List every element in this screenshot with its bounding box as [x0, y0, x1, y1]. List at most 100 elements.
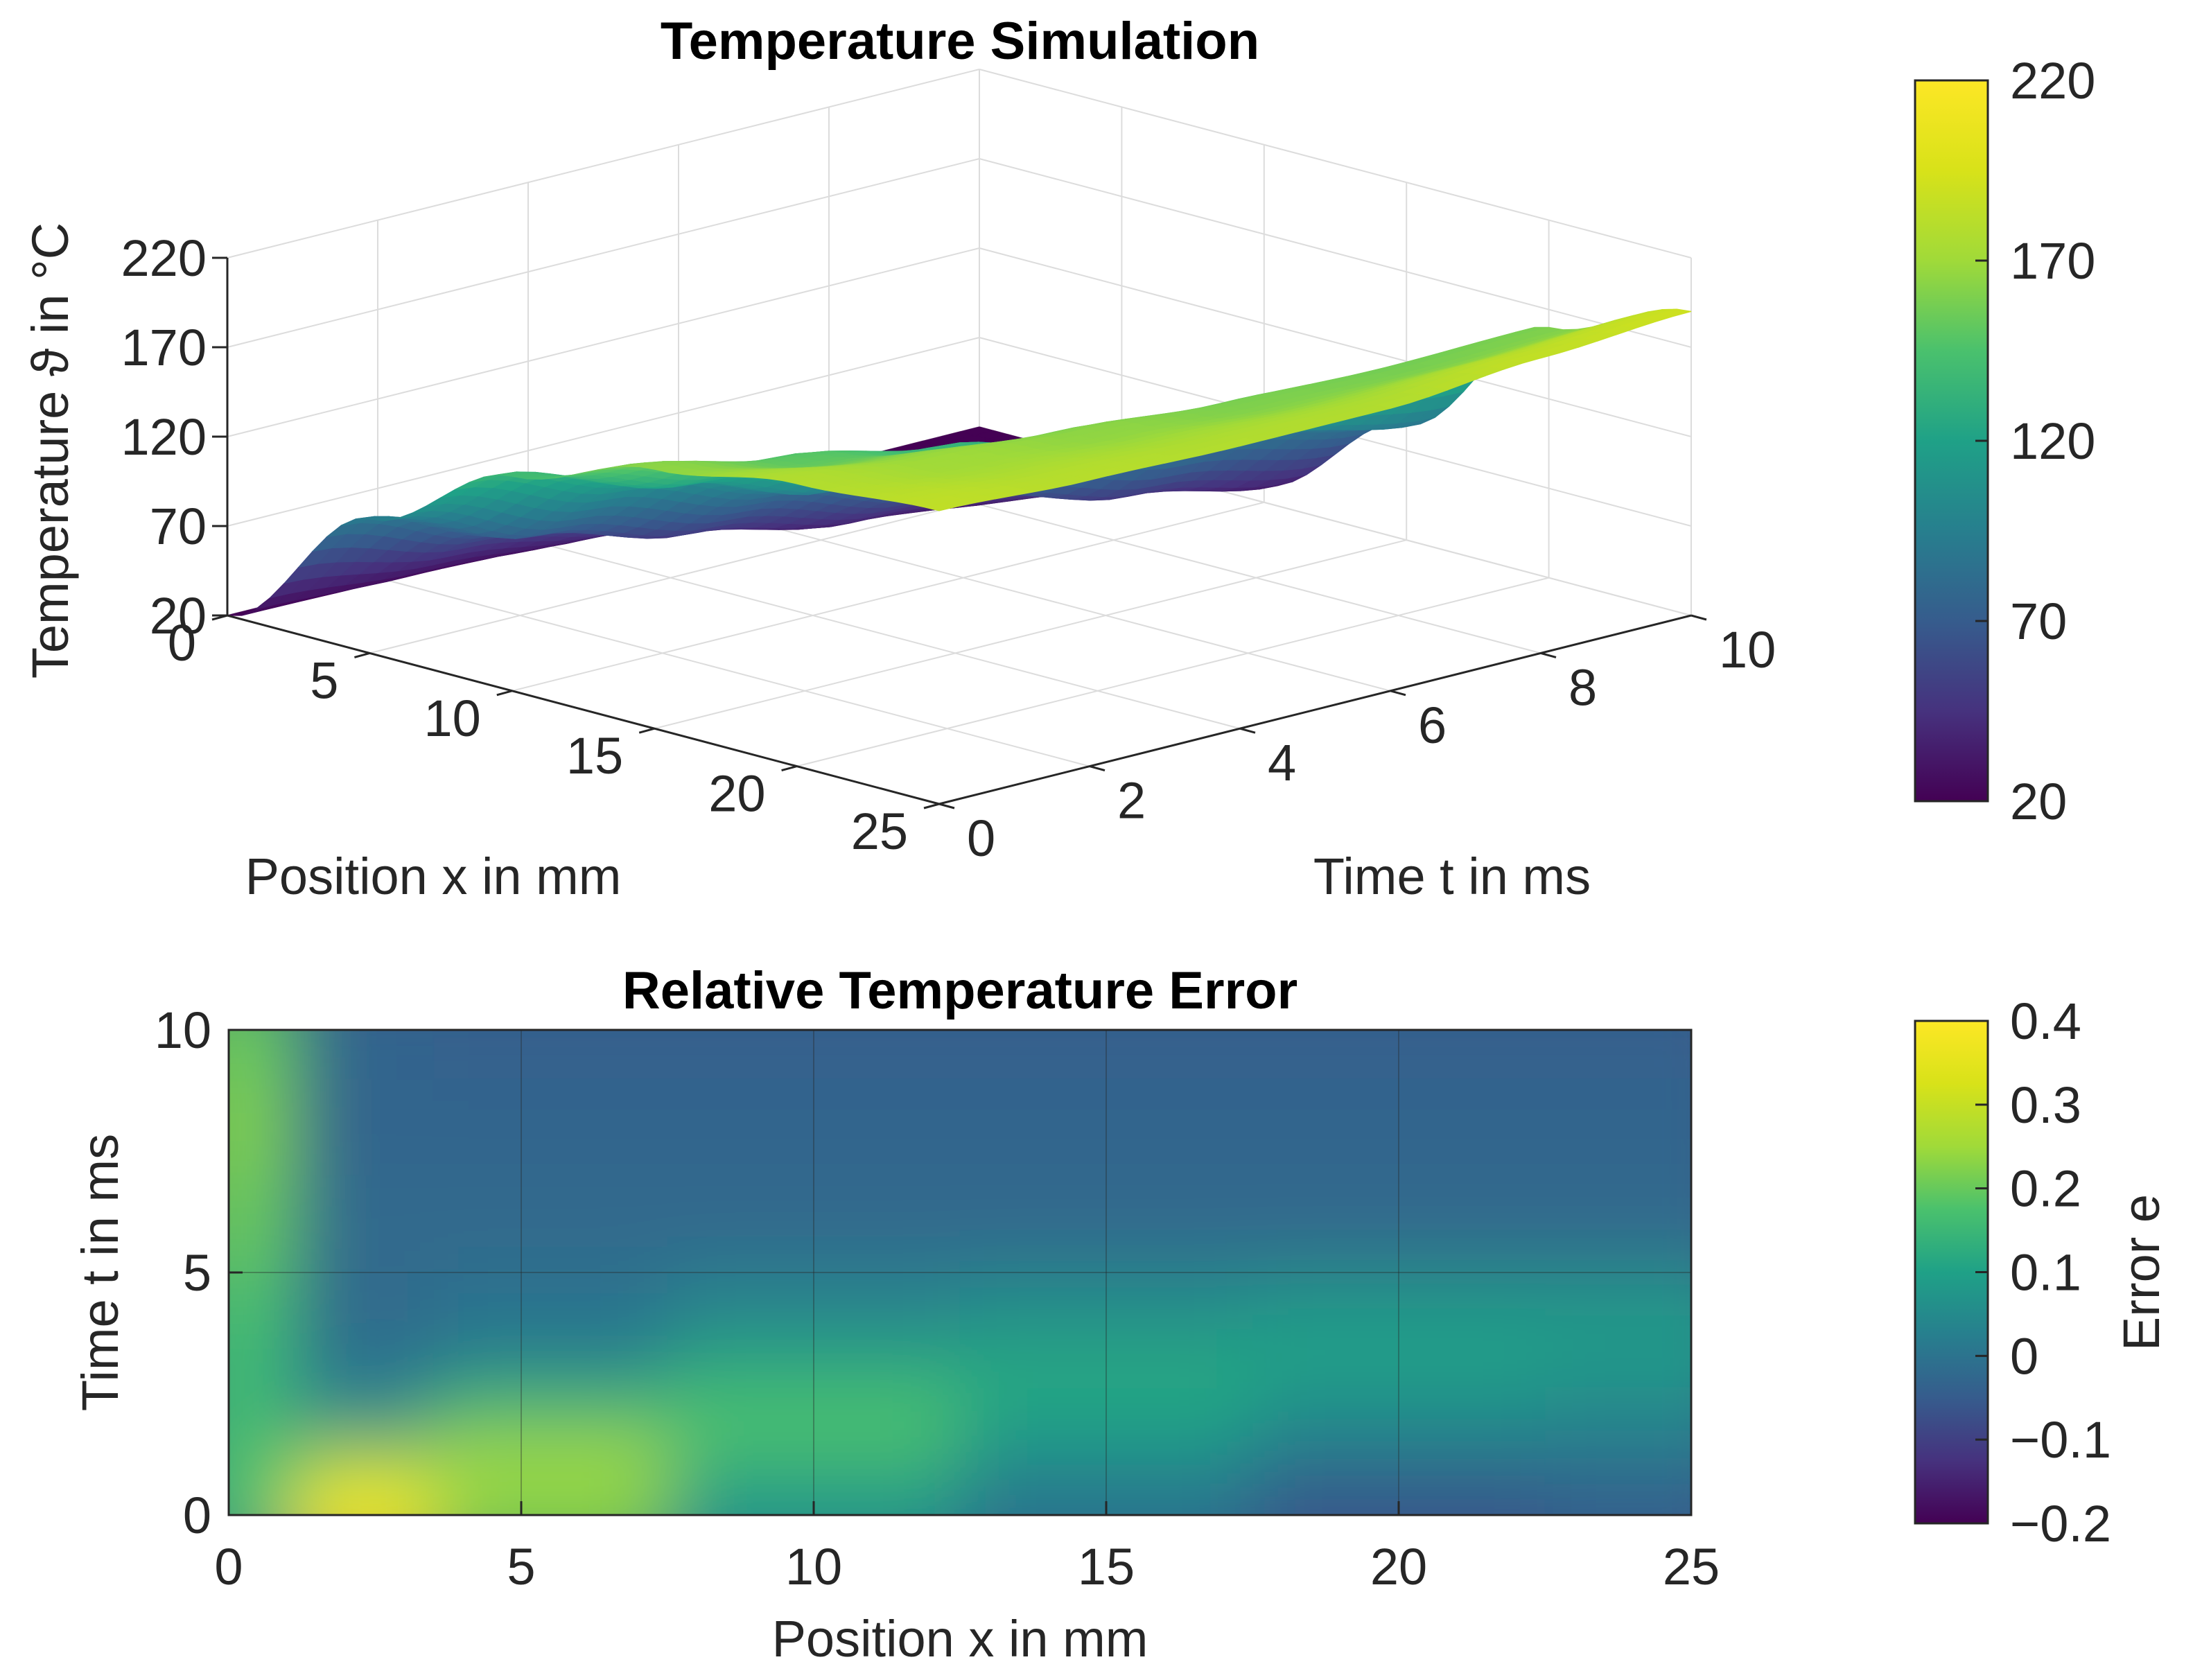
heatmap-cell	[433, 1272, 667, 1345]
colorbar-tick-label: 120	[2010, 412, 2095, 470]
grid-line	[227, 158, 980, 348]
t-tick-mark	[938, 803, 955, 810]
x-tick-mark	[496, 690, 513, 697]
heatmap-cell	[229, 1078, 293, 1175]
heatmap-cell	[1252, 1345, 1545, 1394]
heatmap-cell	[229, 1272, 293, 1345]
heatmap-cell	[433, 1442, 667, 1479]
heatmap-cell	[433, 1078, 667, 1175]
colorbar-tick-label: −0.2	[2010, 1495, 2111, 1552]
heatmap-cell	[960, 1442, 1252, 1479]
heatmap-cell	[229, 1345, 293, 1394]
heatmap-x-tick-label: 25	[1663, 1538, 1720, 1595]
heatmap-cell	[1545, 1394, 1691, 1442]
heatmap-cell	[1252, 1272, 1545, 1345]
x-tick-label: 5	[310, 651, 338, 709]
heatmap-cell	[292, 1442, 434, 1479]
heatmap-cell	[1252, 1078, 1545, 1175]
t-tick-mark	[1239, 727, 1256, 734]
error-heatmap-plot: Relative Temperature Error 0 5 10 15 20 25 0 5 1…	[71, 961, 2170, 1668]
t-axis-line	[938, 614, 1692, 805]
surface-y-axis-label: Time t in ms	[1313, 848, 1591, 905]
heatmap-x-tick-label: 15	[1078, 1538, 1135, 1595]
heatmap-cell	[667, 1030, 960, 1078]
heatmap-cell	[667, 1345, 960, 1394]
grid-line	[678, 501, 1391, 692]
heatmap-cell	[1252, 1394, 1545, 1442]
heatmap-x-tick-label: 10	[785, 1538, 842, 1595]
heatmap-cell	[292, 1345, 434, 1394]
heatmap-cell	[292, 1078, 434, 1175]
heatmap-cell	[1252, 1030, 1545, 1078]
temperature-surface	[227, 308, 1692, 616]
surface-plot: Temperature Simulation 0 5 10 15 20 25 0 2 4 6 8 10…	[21, 12, 2095, 905]
t-tick-mark	[1540, 651, 1557, 658]
heatmap-cell	[292, 1272, 434, 1345]
x-tick-label: 15	[566, 727, 623, 785]
heatmap-cell	[229, 1478, 293, 1515]
grid-line	[979, 158, 1692, 348]
heatmap-cell	[292, 1478, 434, 1515]
heatmap-cell	[292, 1394, 434, 1442]
heatmap-cell	[229, 1030, 293, 1078]
heatmap-y-tick-label: 10	[155, 1001, 211, 1059]
heatmap-cell	[667, 1272, 960, 1345]
x-tick-mark	[638, 727, 655, 734]
grid-line	[227, 247, 980, 437]
x-tick-label: 10	[423, 690, 480, 747]
heatmap-cell	[960, 1175, 1252, 1272]
heatmap-y-axis-label: Time t in ms	[71, 1134, 129, 1411]
heatmap-cell	[960, 1345, 1252, 1394]
x-tick-label: 25	[851, 803, 908, 860]
grid-line	[227, 337, 980, 527]
grid-line	[227, 69, 980, 259]
grid-line	[979, 69, 1692, 259]
heatmap-cell	[667, 1394, 960, 1442]
heatmap-cell	[433, 1345, 667, 1394]
x-tick-mark	[354, 651, 370, 658]
heatmap-cell	[1545, 1478, 1691, 1515]
heatmap-cell	[433, 1394, 667, 1442]
t-tick-mark	[1690, 614, 1707, 621]
colorbar-tick-label: 0.3	[2010, 1076, 2081, 1134]
x-tick-label: 20	[708, 765, 765, 823]
heatmap-cell	[229, 1442, 293, 1479]
heatmap-cell	[1545, 1345, 1691, 1394]
heatmap-cell	[433, 1030, 667, 1078]
colorbar-tick-label: 0.1	[2010, 1244, 2081, 1302]
z-tick-label: 70	[150, 498, 207, 555]
t-tick-label: 2	[1117, 772, 1146, 830]
surface-colorbar-ticks: 20 70 120 170 220	[1975, 52, 2095, 830]
grid-line	[796, 577, 1549, 767]
heatmap-y-tick-label: 5	[183, 1244, 211, 1302]
heatmap-cells	[229, 1030, 1691, 1515]
surface-x-axis-label: Position x in mm	[245, 848, 622, 905]
error-heatmap	[229, 1030, 1691, 1515]
colorbar-tick-label: 70	[2010, 593, 2067, 650]
t-tick-label: 4	[1268, 734, 1296, 791]
t-tick-label: 8	[1569, 658, 1597, 716]
heatmap-x-tick-label: 20	[1370, 1538, 1427, 1595]
t-tick-mark	[1089, 765, 1106, 772]
heatmap-cell	[1545, 1175, 1691, 1272]
heatmap-cell	[960, 1078, 1252, 1175]
grid-line	[377, 577, 1090, 767]
grid-line	[527, 539, 1241, 730]
t-tick-label: 10	[1719, 621, 1776, 679]
colorbar-tick-label: 0.2	[2010, 1160, 2081, 1218]
surface-tick-labels: 0 5 10 15 20 25 0 2 4 6 8 10 20 70 120 170 220	[121, 229, 1776, 867]
colorbar-tick-label: −0.1	[2010, 1411, 2111, 1469]
heatmap-cell	[229, 1175, 293, 1272]
t-tick-label: 6	[1418, 697, 1447, 754]
heatmap-title: Relative Temperature Error	[622, 961, 1297, 1020]
z-tick-label: 170	[121, 319, 207, 376]
colorbar-tick-label: 220	[2010, 52, 2095, 110]
heatmap-cell	[1545, 1078, 1691, 1175]
heatmap-cell	[1545, 1030, 1691, 1078]
colorbar-tick-label: 170	[2010, 232, 2095, 290]
surface-patch	[925, 502, 959, 511]
heatmap-y-tick-label: 0	[183, 1487, 211, 1544]
heatmap-cell	[1252, 1442, 1545, 1479]
t-tick-label: 0	[967, 810, 995, 867]
